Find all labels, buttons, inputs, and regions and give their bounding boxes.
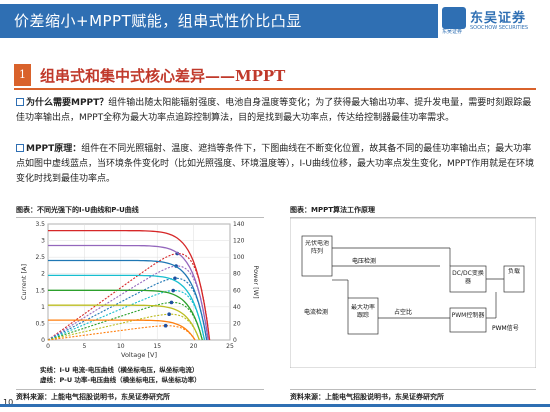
iv-curve bbox=[48, 244, 209, 341]
iv-pv-chart-svg: 0 5 10 15 20 2500.511.522.533.502040608010012… bbox=[20, 221, 260, 359]
y-right-tick-label: 60 bbox=[233, 287, 241, 294]
section-heading: 1 组串式和集中式核心差异——MPPT bbox=[14, 62, 536, 90]
company-logo: 东吴证券 东吴证券 SOOCHOW SECURITIES bbox=[442, 6, 546, 36]
x-tick-label: 10 bbox=[117, 343, 125, 350]
checkbox-bullet-icon bbox=[16, 98, 24, 106]
voltage-detect-label: 电压检测 bbox=[352, 257, 376, 265]
x-tick-label: 5 bbox=[82, 343, 86, 350]
y-right-tick-label: 20 bbox=[233, 320, 241, 327]
logo-small-text: 东吴证券 bbox=[442, 29, 463, 35]
mpp-point bbox=[163, 323, 168, 328]
iv-curve bbox=[48, 319, 196, 341]
pwm-label-wrap: PWM控制器 bbox=[451, 312, 485, 319]
pv-array-box bbox=[301, 235, 333, 277]
paragraph-why-mppt: 为什么需要MPPT？组件输出随太阳能辐射强度、电池自身温度等变化；为了获得最大输… bbox=[16, 96, 536, 126]
y-left-axis-label: Current [A] bbox=[20, 264, 28, 300]
y-left-tick-label: 1.5 bbox=[35, 287, 45, 294]
mpp-point bbox=[169, 300, 174, 305]
page-title: 价差缩小+MPPT赋能，组串式性价比凸显 bbox=[14, 12, 302, 30]
dcdc-label-wrap: DC/DC变换器 bbox=[452, 270, 484, 285]
checkbox-bullet-icon bbox=[16, 144, 24, 152]
page-number: 10 bbox=[3, 398, 14, 407]
pv-curve bbox=[47, 325, 196, 341]
pwm-signal-label: PWM信号 bbox=[492, 324, 519, 332]
paragraph-mppt-principle: MPPT原理：组件在不同光照辐射、温度、遮挡等条件下，下图曲线在不断变化位置，故… bbox=[16, 142, 536, 187]
mppt-diagram-svg: 光伏电池阵列 DC/DC变换器 负载 最大功率跟踪 PWM控制器 电压检测 电流… bbox=[289, 217, 537, 369]
dcdc-label: DC/DC变换器 bbox=[452, 270, 484, 285]
chart-note-solid: 实线：I-U 电流-电压曲线（横坐标电压，纵坐标电流） bbox=[40, 366, 199, 374]
iv-curve bbox=[48, 289, 203, 341]
y-right-tick-label: 140 bbox=[233, 221, 245, 228]
dcdc-box bbox=[449, 265, 487, 293]
source-note-left: 资料来源：上能电气招股说明书，东吴证券研究所 bbox=[16, 389, 264, 402]
x-tick-label: 20 bbox=[190, 343, 198, 350]
pv-curve bbox=[47, 301, 203, 341]
mppt-label: 最大功率跟踪 bbox=[350, 304, 375, 319]
pwm-box bbox=[449, 307, 487, 333]
paragraph-lead: MPPT原理： bbox=[26, 144, 82, 154]
y-right-tick-label: 40 bbox=[233, 304, 241, 311]
mppt-diagram: 光伏电池阵列 DC/DC变换器 负载 最大功率跟踪 PWM控制器 电压检测 电流… bbox=[289, 217, 537, 369]
logo-mark-icon bbox=[442, 7, 466, 29]
y-left-tick-label: 3.5 bbox=[35, 221, 45, 228]
header-band bbox=[0, 4, 438, 38]
source-note-right: 资料来源：上能电气招股说明书，东吴证券研究所 bbox=[290, 389, 536, 402]
y-left-tick-label: 0 bbox=[41, 337, 45, 344]
iv-pv-chart: 0 5 10 15 20 25 0 0.5 1 1.5 2 2.5 3 3.5 0 20 40 60 80 100 12… bbox=[18, 216, 264, 370]
pv-curve bbox=[47, 289, 206, 341]
mpp-point bbox=[171, 288, 176, 293]
mpp-point bbox=[167, 312, 171, 317]
paragraph-lead: 为什么需要MPPT？ bbox=[26, 98, 109, 108]
logo-english-text: SOOCHOW SECURITIES bbox=[470, 25, 529, 31]
section-divider bbox=[14, 88, 536, 90]
mppt-label-wrap: 最大功率跟踪 bbox=[350, 304, 375, 319]
x-axis-label: Voltage [V] bbox=[121, 351, 157, 359]
y-left-tick-label: 1 bbox=[41, 304, 45, 311]
load-label-wrap: 负载 bbox=[507, 268, 520, 275]
y-left-tick-label: 0.5 bbox=[35, 320, 45, 327]
pwm-label: PWM控制器 bbox=[451, 312, 485, 319]
y-right-tick-label: 80 bbox=[233, 271, 241, 278]
y-right-tick-label: 0 bbox=[233, 337, 237, 344]
section-title: 组串式和集中式核心差异——MPPT bbox=[40, 67, 286, 85]
chart-note-dashed: 虚线：P-U 功率-电压曲线（横坐标电压，纵坐标功率） bbox=[40, 376, 201, 384]
logo-text: 东吴证券 bbox=[470, 11, 527, 26]
duty-cycle-label: 占空比 bbox=[394, 308, 412, 316]
current-detect-label: 电流检测 bbox=[304, 308, 328, 316]
mpp-point bbox=[173, 276, 177, 281]
x-tick-label: 25 bbox=[226, 343, 234, 350]
iv-curve bbox=[48, 229, 211, 341]
y-left-tick-label: 2 bbox=[41, 271, 45, 278]
bottom-rule bbox=[0, 404, 550, 407]
pv-array-label-wrap: 光伏电池阵列 bbox=[304, 240, 329, 255]
figure-caption-left: 图表：不同光强下的I-U曲线和P-U曲线 bbox=[16, 205, 264, 218]
pv-curve bbox=[47, 313, 200, 341]
paragraph-text: 组件在不同光照辐射、温度、遮挡等条件下，下图曲线在不断变化位置，故其备不同的最佳… bbox=[16, 144, 535, 184]
pv-array-label: 光伏电池阵列 bbox=[304, 240, 329, 255]
section-number: 1 bbox=[14, 64, 31, 86]
paragraph-text: 组件输出随太阳能辐射强度、电池自身温度等变化；为了获得最大输出功率、提升发电量，… bbox=[16, 98, 532, 123]
y-right-tick-label: 120 bbox=[233, 238, 245, 245]
iv-curve bbox=[48, 304, 201, 341]
pv-curve bbox=[47, 277, 208, 341]
y-right-axis-label: Power [W] bbox=[252, 265, 260, 298]
x-tick-label: 15 bbox=[153, 343, 161, 350]
mppt-box bbox=[347, 297, 379, 335]
iv-curve bbox=[48, 274, 206, 341]
y-right-tick-label: 100 bbox=[233, 254, 245, 261]
header: 价差缩小+MPPT赋能，组串式性价比凸显 东吴证券 东吴证券 SOOCHOW S… bbox=[0, 0, 550, 42]
figure-caption-right: 图表：MPPT算法工作原理 bbox=[290, 205, 536, 218]
iv-curve bbox=[48, 259, 208, 341]
load-label: 负载 bbox=[507, 268, 520, 275]
x-tick-label: 0 bbox=[46, 343, 50, 350]
y-left-tick-label: 2.5 bbox=[35, 254, 45, 261]
y-left-tick-label: 3 bbox=[41, 238, 45, 245]
